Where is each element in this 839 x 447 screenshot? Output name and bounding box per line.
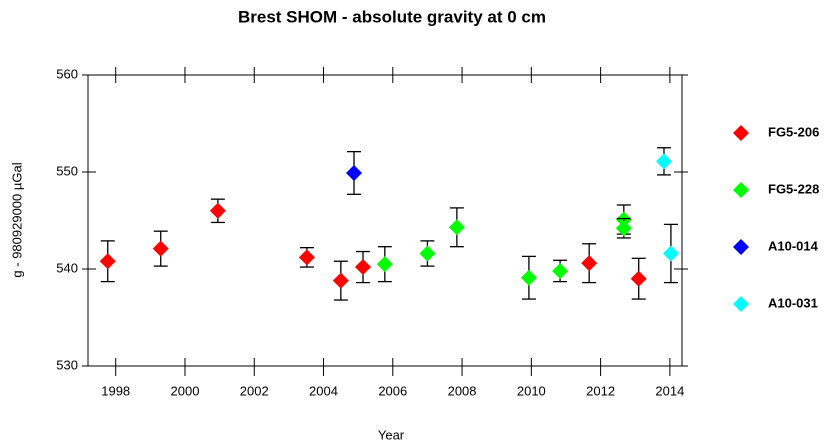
y-tick-label: 540 bbox=[56, 260, 78, 275]
point bbox=[355, 259, 372, 276]
point bbox=[655, 153, 672, 170]
plot-frame bbox=[87, 74, 683, 367]
y-tick-label: 560 bbox=[56, 66, 78, 81]
point bbox=[581, 255, 598, 272]
point bbox=[332, 272, 349, 289]
x-tick-label: 2002 bbox=[240, 383, 269, 398]
legend-marker bbox=[733, 296, 749, 312]
x-tick-label: 2014 bbox=[655, 383, 684, 398]
point bbox=[209, 202, 226, 219]
point bbox=[152, 240, 169, 257]
legend-marker bbox=[733, 239, 749, 255]
legend-label: A10-014 bbox=[768, 238, 819, 253]
legend-label: A10-031 bbox=[768, 295, 818, 310]
point bbox=[448, 219, 465, 236]
x-tick-label: 2008 bbox=[448, 383, 477, 398]
point bbox=[99, 253, 116, 270]
point bbox=[298, 249, 315, 266]
x-axis-label: Year bbox=[378, 427, 405, 442]
x-tick-label: 1998 bbox=[101, 383, 130, 398]
x-tick-label: 2000 bbox=[171, 383, 200, 398]
point bbox=[552, 262, 569, 279]
point bbox=[662, 245, 679, 262]
y-axis-label: g - 980929000 µGal bbox=[9, 162, 24, 277]
legend-marker bbox=[733, 125, 749, 141]
point bbox=[346, 164, 363, 181]
y-tick-label: 550 bbox=[56, 163, 78, 178]
point bbox=[520, 269, 537, 286]
legend-label: FG5-206 bbox=[768, 124, 819, 139]
point bbox=[376, 256, 393, 273]
point bbox=[630, 270, 647, 287]
point bbox=[419, 245, 436, 262]
point bbox=[615, 220, 632, 237]
y-tick-label: 530 bbox=[56, 357, 78, 372]
x-tick-label: 2006 bbox=[378, 383, 407, 398]
x-tick-label: 2004 bbox=[309, 383, 338, 398]
legend-label: FG5-228 bbox=[768, 181, 819, 196]
legend-marker bbox=[733, 182, 749, 198]
chart-title: Brest SHOM - absolute gravity at 0 cm bbox=[238, 7, 546, 26]
x-tick-label: 2010 bbox=[517, 383, 546, 398]
x-tick-label: 2012 bbox=[586, 383, 615, 398]
